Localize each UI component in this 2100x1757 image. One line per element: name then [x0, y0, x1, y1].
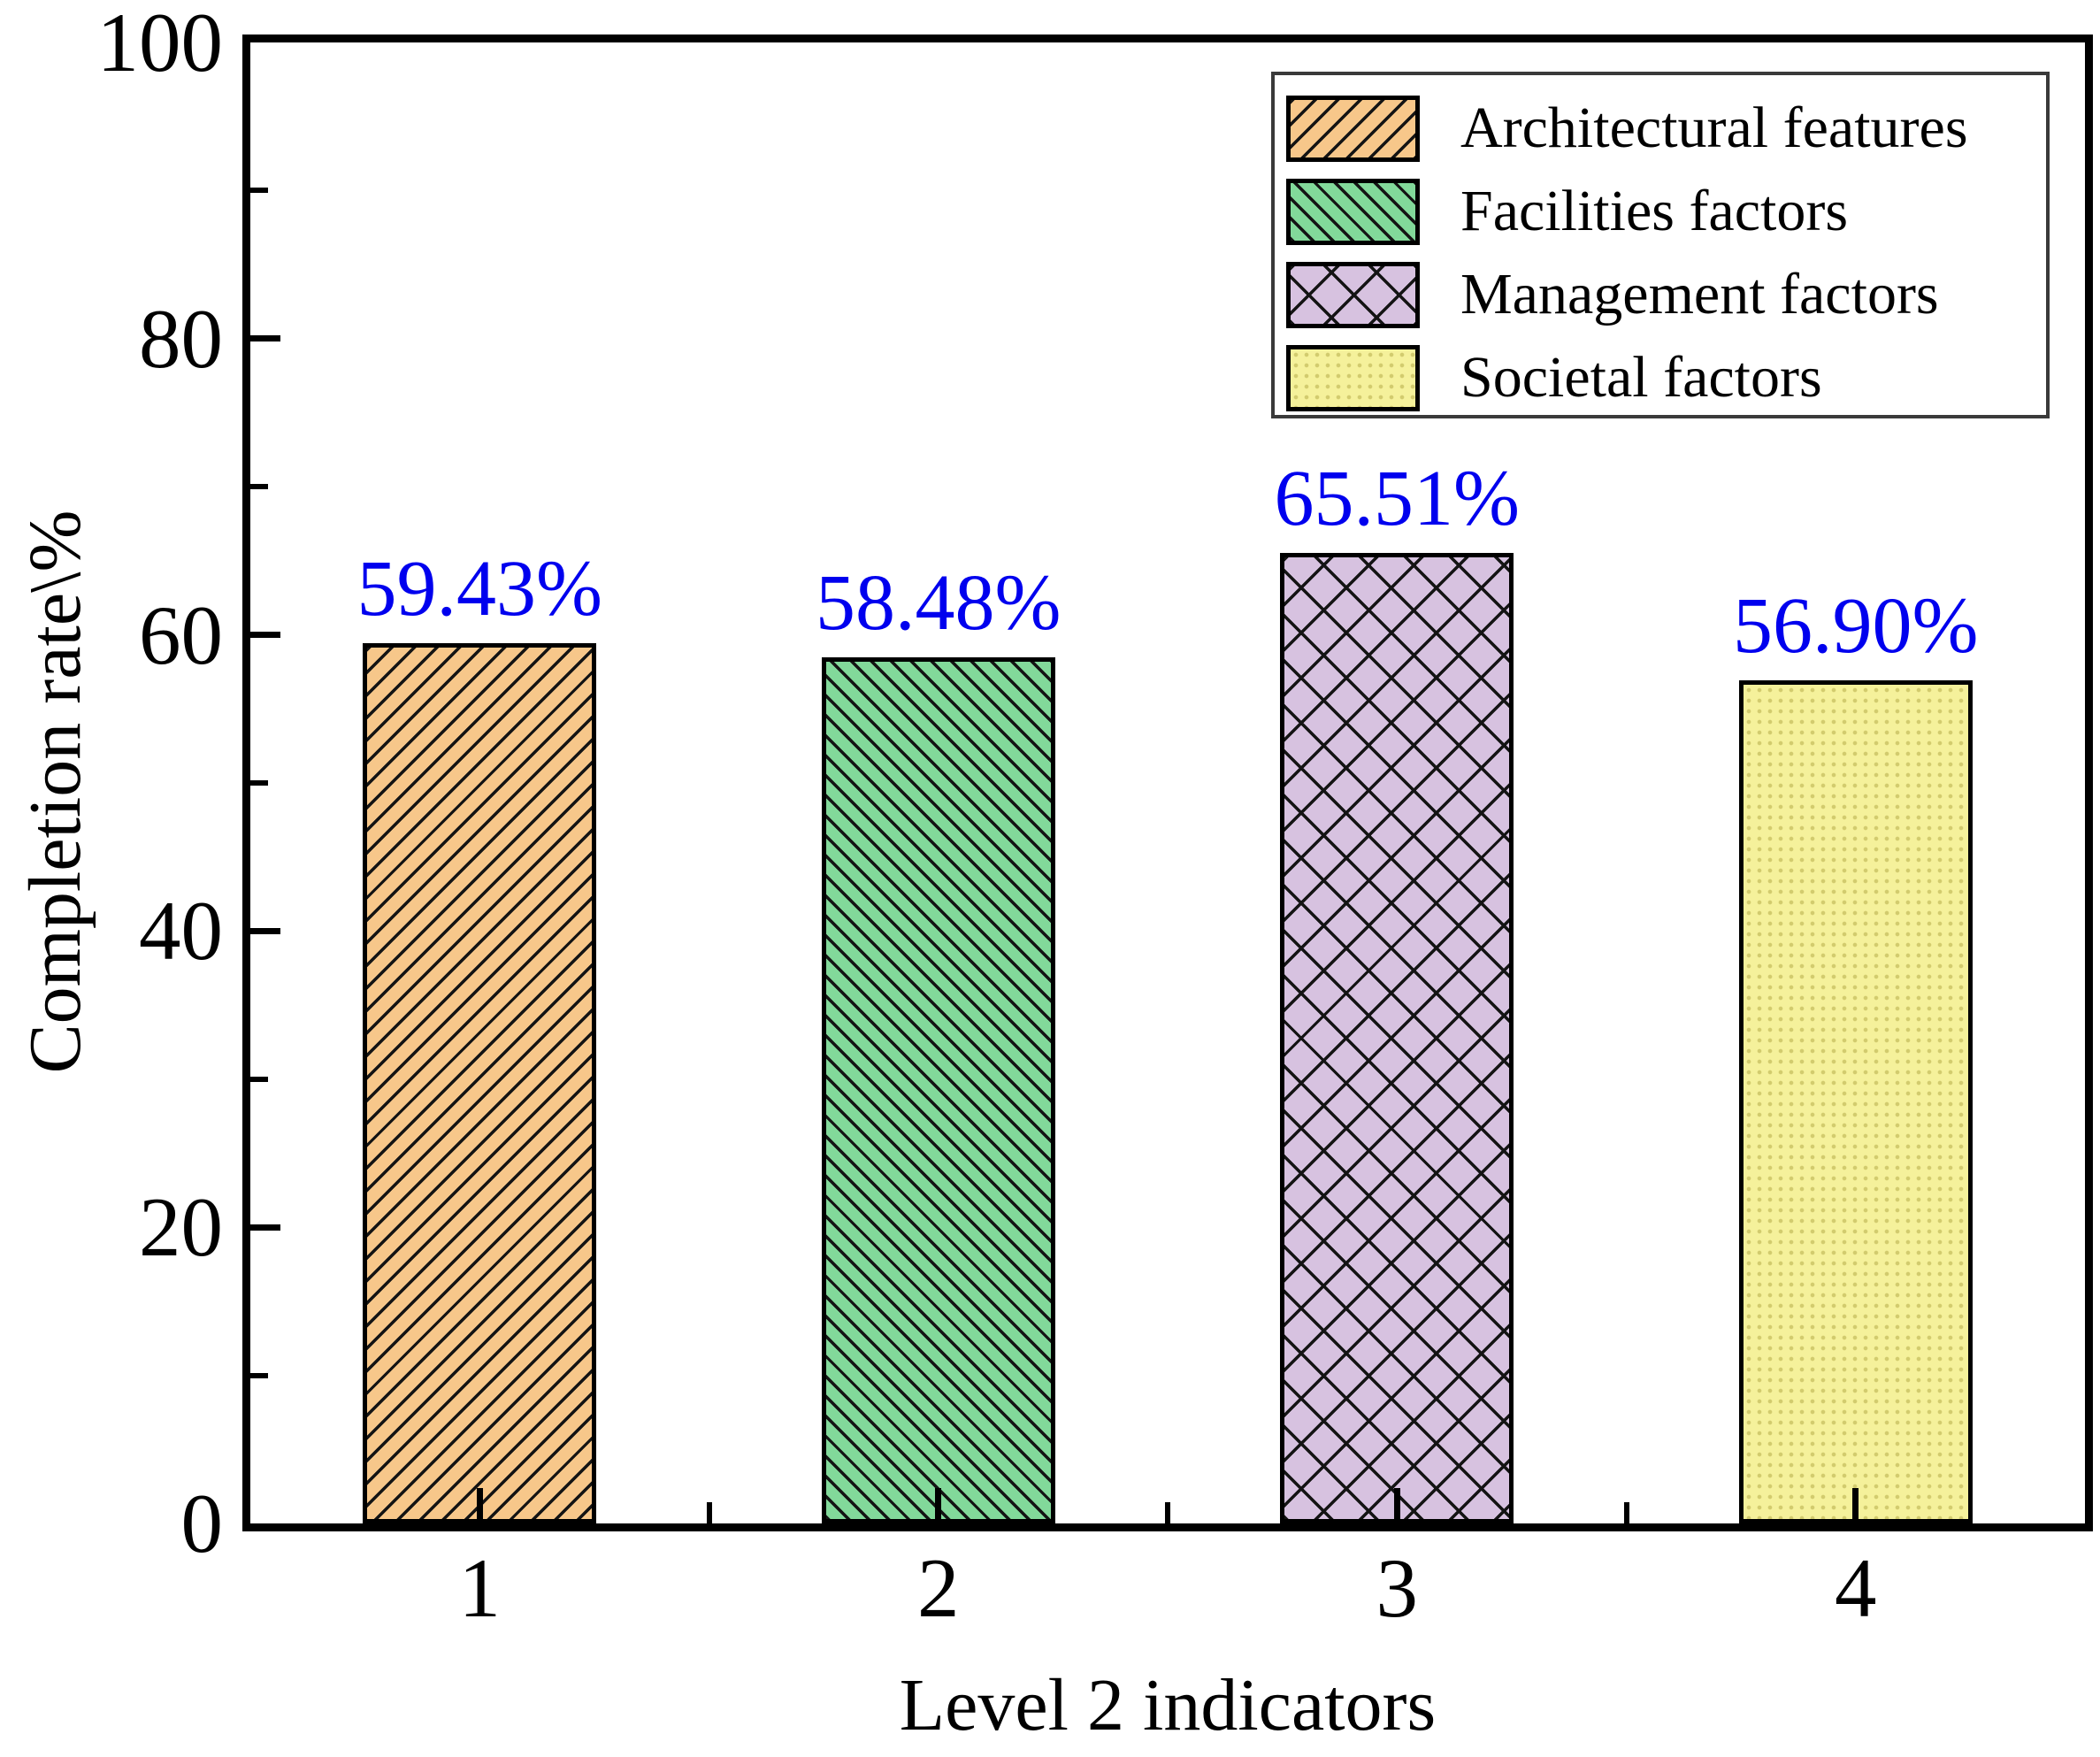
y-tick-label: 80 [139, 291, 223, 386]
legend-row: Architectural features [1286, 87, 2046, 170]
y-major-tick [250, 632, 280, 639]
x-major-tick [476, 1488, 483, 1523]
legend-swatch-facilities-factors [1286, 178, 1420, 245]
bar-management-factors [1280, 553, 1514, 1523]
legend-swatch-architectural-features [1286, 95, 1420, 162]
bar-facilities-factors [821, 657, 1055, 1523]
x-tick-label: 3 [1376, 1541, 1419, 1635]
value-label-management-factors: 65.51% [1274, 455, 1520, 542]
y-axis-title: Completion rate\% [14, 510, 96, 1074]
y-tick-label: 60 [139, 587, 223, 682]
y-tick-label: 20 [139, 1180, 223, 1275]
legend-label: Architectural features [1460, 96, 1968, 160]
legend-swatch-management-factors [1286, 261, 1420, 328]
y-tick-label: 40 [139, 884, 223, 978]
x-major-tick [1852, 1488, 1859, 1523]
x-axis-title: Level 2 indicators [899, 1664, 1437, 1746]
legend-label: Societal factors [1460, 345, 1822, 410]
bar-architectural-features [363, 643, 597, 1523]
legend-row: Facilities factors [1286, 170, 2046, 253]
legend-swatch-societal-factors [1286, 344, 1420, 411]
x-major-tick [935, 1488, 942, 1523]
bar-societal-factors [1738, 680, 1973, 1523]
value-label-architectural-features: 59.43% [356, 545, 602, 633]
value-label-facilities-factors: 58.48% [816, 559, 1061, 647]
x-minor-tick [706, 1502, 712, 1523]
x-tick-label: 4 [1835, 1541, 1877, 1635]
x-major-tick [1393, 1488, 1400, 1523]
y-minor-tick [250, 780, 268, 786]
y-major-tick [250, 927, 280, 934]
y-minor-tick [250, 1372, 268, 1378]
y-minor-tick [250, 484, 268, 490]
y-major-tick [250, 1224, 280, 1231]
y-major-tick [250, 335, 280, 342]
x-tick-label: 1 [458, 1541, 502, 1635]
y-minor-tick [250, 1076, 268, 1082]
legend-label: Facilities factors [1460, 179, 1849, 243]
legend-rows: Architectural features Facilities factors… [1286, 87, 2046, 419]
y-minor-tick [250, 188, 268, 194]
x-tick-label: 2 [917, 1541, 960, 1635]
value-label-societal-factors: 56.90% [1733, 582, 1979, 670]
legend-row: Societal factors [1286, 336, 2046, 419]
legend-row: Management factors [1286, 253, 2046, 336]
legend: Architectural features Facilities factors… [1271, 72, 2050, 418]
x-minor-tick [1165, 1502, 1170, 1523]
x-minor-tick [1623, 1502, 1629, 1523]
y-tick-label: 100 [96, 0, 224, 89]
y-tick-label: 0 [180, 1477, 224, 1570]
legend-label: Management factors [1460, 262, 1939, 326]
